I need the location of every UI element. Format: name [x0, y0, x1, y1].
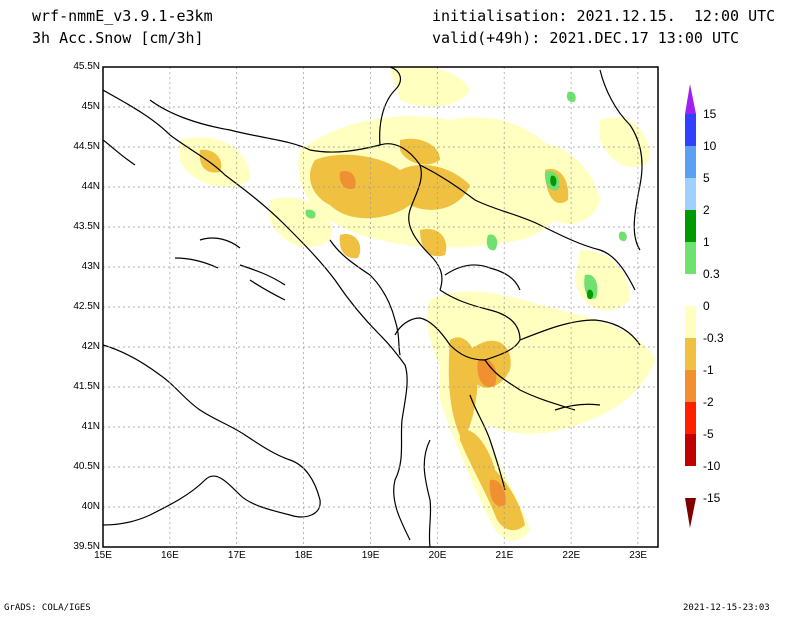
- colorbar-label: -15: [703, 491, 721, 505]
- lon-label: 18E: [294, 550, 313, 561]
- colorbar: [685, 84, 696, 528]
- colorbar-label: 15: [703, 107, 717, 121]
- colorbar-label: 10: [703, 139, 717, 153]
- colorbar-label: 1: [703, 235, 710, 249]
- lon-label: 21E: [495, 550, 514, 561]
- colorbar-swatch: [685, 370, 696, 402]
- gridlines: [103, 67, 658, 547]
- snow-melt-strong-areas: [550, 175, 594, 300]
- colorbar-label: 2: [703, 203, 710, 217]
- colorbar-swatch: [685, 306, 696, 338]
- lat-label: 44N: [81, 181, 100, 192]
- country-borders: [149, 67, 643, 547]
- colorbar-swatch: [685, 338, 696, 370]
- colorbar-label: -0.3: [703, 331, 724, 345]
- lon-label: 20E: [428, 550, 447, 561]
- colorbar-swatch: [685, 242, 696, 274]
- lon-label: 23E: [629, 550, 648, 561]
- lat-label: 42.5N: [73, 301, 100, 312]
- lon-label: 16E: [160, 550, 179, 561]
- snow-moderate-areas: [199, 138, 569, 531]
- lat-label: 43N: [81, 261, 100, 272]
- map-frame: [102, 66, 659, 548]
- lat-label: 41.5N: [73, 381, 100, 392]
- coastlines: [103, 89, 601, 541]
- field-title: 3h Acc.Snow [cm/3h]: [32, 29, 204, 47]
- lat-label: 39.5N: [73, 541, 100, 552]
- colorbar-label: 0: [703, 299, 710, 313]
- lon-label: 19E: [361, 550, 380, 561]
- lat-label: 40N: [81, 501, 100, 512]
- colorbar-top-arrow: [685, 84, 696, 114]
- colorbar-swatch: [685, 434, 696, 466]
- colorbar-label: -10: [703, 459, 721, 473]
- footer-timestamp: 2021-12-15-23:03: [683, 603, 770, 613]
- lat-label: 42N: [81, 341, 100, 352]
- colorbar-swatch: [685, 210, 696, 242]
- lon-label: 22E: [562, 550, 581, 561]
- colorbar-swatch: [685, 274, 696, 306]
- colorbar-swatch: [685, 178, 696, 210]
- colorbar-bottom-arrow: [685, 498, 696, 528]
- colorbar-swatch: [685, 402, 696, 434]
- valid-time: valid(+49h): 2021.DEC.17 13:00 UTC: [432, 29, 740, 47]
- colorbar-swatch: [685, 114, 696, 146]
- colorbar-label: -5: [703, 427, 714, 441]
- lon-label: 17E: [227, 550, 246, 561]
- lon-label: 15E: [94, 550, 112, 561]
- lat-label: 45N: [81, 101, 100, 112]
- lat-label: 43.5N: [73, 221, 100, 232]
- colorbar-label: 0.3: [703, 267, 720, 281]
- colorbar-label: 5: [703, 171, 710, 185]
- model-title: wrf-nmmE_v3.9.1-e3km: [32, 7, 213, 25]
- lat-label: 44.5N: [73, 141, 100, 152]
- lat-label: 40.5N: [73, 461, 100, 472]
- colorbar-swatch: [685, 146, 696, 178]
- lat-label: 41N: [81, 421, 100, 432]
- lat-label: 45.5N: [73, 61, 100, 72]
- map-area: [103, 67, 658, 547]
- init-time: initialisation: 2021.12.15. 12:00 UTC: [432, 7, 776, 25]
- colorbar-label: -2: [703, 395, 714, 409]
- snow-heavy-areas: [339, 170, 506, 507]
- snow-light-areas: [180, 67, 655, 541]
- colorbar-label: -1: [703, 363, 714, 377]
- footer-credit: GrADS: COLA/IGES: [4, 603, 91, 613]
